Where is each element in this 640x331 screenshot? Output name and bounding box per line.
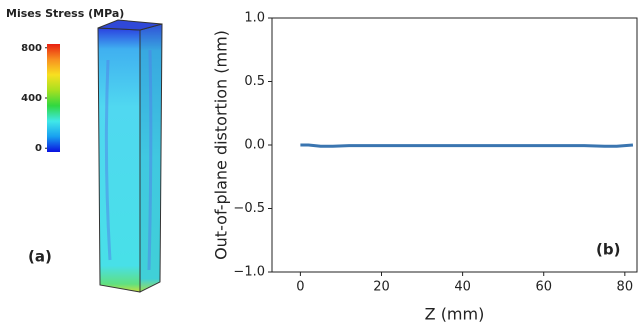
colorbar-tick-label: 800 [21,43,42,54]
colorbar [47,44,60,152]
x-axis-label: Z (mm) [425,305,485,324]
x-tick-label: 60 [535,280,552,295]
panel-label: (b) [596,241,620,259]
data-line [300,145,633,146]
colorbar-tick-label: 400 [21,93,42,104]
y-tick-label: 0.5 [244,74,265,89]
y-tick-label: −1.0 [233,265,265,280]
colorbar-title: Mises Stress (MPa) [6,7,124,20]
y-tick-label: 0.0 [244,138,265,153]
y-axis-label: Out-of-plane distortion (mm) [212,30,231,260]
y-tick-label: 1.0 [244,11,265,26]
x-tick-label: 20 [373,280,390,295]
figure: Mises Stress (MPa)0400800(a)−1.0−0.50.00… [0,0,640,331]
column-model [98,20,162,292]
x-tick-label: 40 [454,280,471,295]
y-tick-label: −0.5 [233,201,265,216]
x-tick-label: 80 [617,280,634,295]
x-tick-label: 0 [296,280,304,295]
colorbar-tick-label: 0 [35,143,42,154]
panel-label: (a) [28,248,52,266]
